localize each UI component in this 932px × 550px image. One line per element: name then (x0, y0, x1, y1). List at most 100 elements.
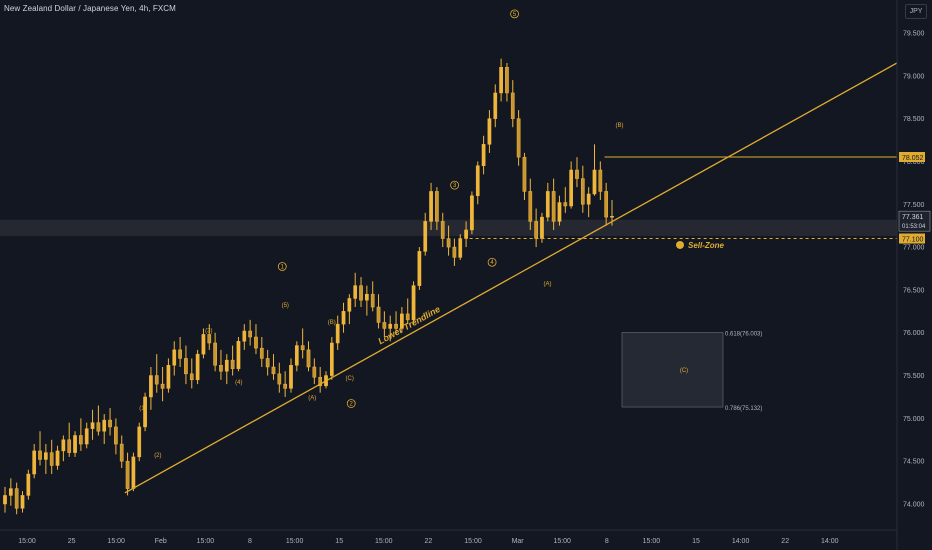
candle-body (405, 313, 410, 321)
wave-label: 2 (350, 402, 354, 408)
candle-body (475, 165, 480, 196)
candle (119, 435, 124, 469)
candle-body (207, 334, 212, 344)
candle-body (318, 377, 323, 387)
wave-circle (277, 262, 287, 271)
price-tick-label: 74.500 (903, 459, 925, 466)
price-label-box (899, 152, 925, 163)
candle (96, 405, 101, 436)
wave-circle (510, 9, 519, 19)
candle (61, 435, 66, 462)
candle (131, 452, 136, 492)
candle (376, 294, 381, 329)
candle (353, 272, 358, 308)
candle-body (347, 298, 352, 312)
price-tick-label: 79.000 (903, 73, 925, 80)
candle-body (14, 488, 19, 509)
candle-body (388, 323, 393, 329)
candle (341, 302, 346, 333)
price-axis[interactable]: 79.500 79.000 78.500 78.000 77.500 77.000 76.5… (896, 0, 931, 550)
candle (318, 366, 323, 393)
candle-body (429, 191, 433, 222)
candle (32, 444, 37, 479)
price-tick-label: 79.500 (903, 31, 925, 38)
candle-body (610, 216, 614, 218)
time-tick-label: 15:00 (18, 538, 36, 545)
candle (26, 469, 31, 500)
candle (137, 422, 142, 462)
candle-body (108, 419, 112, 428)
candle (505, 62, 509, 102)
candle (38, 431, 42, 466)
candle-body (178, 349, 182, 359)
time-axis[interactable]: 15:00 25 15:00 Feb 15:00 8 15:00 15 15:00 22 15:00… (0, 529, 897, 545)
candle (242, 324, 247, 350)
candle-body (505, 67, 509, 94)
candle-body (435, 191, 439, 222)
candle (178, 337, 182, 367)
time-tick-label: 22 (425, 538, 433, 545)
candle (254, 324, 258, 355)
price-tick-label: 74.000 (903, 502, 925, 509)
candle (79, 418, 83, 451)
candle-body (464, 229, 468, 239)
candle-body (219, 365, 223, 372)
sell-zone-label: Sell-Zone (688, 241, 725, 250)
candle (14, 482, 19, 515)
candle (417, 247, 422, 290)
candle-body (604, 191, 609, 218)
candle (114, 418, 118, 455)
candle (108, 408, 112, 436)
candle-body (55, 450, 60, 466)
price-tick-label: 77.500 (903, 202, 925, 209)
time-tick-label: Mar (512, 538, 525, 545)
candle (160, 366, 165, 402)
candle-body (224, 359, 229, 372)
candle-body (329, 342, 334, 376)
currency-badge[interactable]: JPY (905, 4, 927, 19)
candle-body (470, 195, 474, 231)
candle-body (154, 375, 159, 385)
countdown-label: 01:53:04 (902, 224, 926, 230)
candle-body (458, 238, 463, 258)
candle (300, 328, 305, 359)
symbol-title[interactable]: New Zealand Dollar / Japanese Yen, 4h, F… (4, 4, 176, 13)
candle (3, 486, 7, 513)
candle (394, 311, 398, 335)
candle (411, 281, 416, 325)
candle-body (131, 456, 136, 489)
candle-body (423, 221, 428, 252)
candle (370, 281, 375, 312)
candle (359, 277, 363, 308)
wave-label: (C) (346, 376, 354, 382)
wave-circle (487, 257, 497, 267)
price-label-box (899, 233, 925, 244)
candle (510, 80, 515, 128)
candle-body (499, 67, 503, 94)
candle-body (160, 383, 165, 389)
candle-body (3, 495, 7, 505)
candle-body (114, 426, 118, 445)
fib-zone-box (621, 332, 724, 408)
price-tick-label: 76.500 (903, 287, 925, 294)
candle (55, 445, 60, 470)
candle-body (283, 383, 288, 389)
candle-body (166, 365, 171, 389)
time-tick-label: 15 (692, 538, 700, 545)
wave-label: (1) (139, 406, 146, 412)
candle (189, 358, 194, 389)
wave-label: 5 (513, 12, 517, 18)
candle-body (84, 428, 89, 445)
candle-body (510, 92, 515, 119)
candle (429, 182, 433, 230)
candle (446, 225, 451, 256)
candle-body (90, 422, 95, 429)
time-tick-label: 15:00 (643, 538, 661, 545)
candle-body (73, 435, 77, 453)
candle-body (125, 460, 130, 489)
candle-body (265, 358, 270, 368)
candle (259, 337, 264, 367)
price-tick-label: 78.000 (903, 159, 925, 166)
